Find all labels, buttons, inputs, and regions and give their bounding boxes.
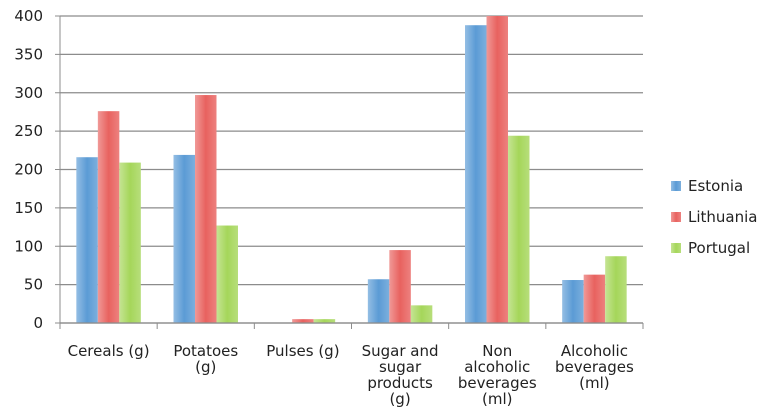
bar-estonia-4 xyxy=(465,25,487,324)
legend-label-lithuania: Lithuania xyxy=(688,208,757,226)
legend-swatch-lithuania xyxy=(671,212,681,222)
bar-estonia-5 xyxy=(562,280,584,323)
bar-estonia-1 xyxy=(173,154,195,323)
y-tick-label: 300 xyxy=(14,84,43,102)
bar-lithuania-4 xyxy=(486,16,508,323)
x-category-label: Pulses (g) xyxy=(266,342,339,360)
bar-estonia-0 xyxy=(76,157,98,323)
bar-lithuania-0 xyxy=(97,111,120,323)
y-tick-label: 350 xyxy=(14,45,43,63)
y-tick-label: 400 xyxy=(14,7,43,25)
legend: Estonia Lithuania Portugal xyxy=(671,177,757,257)
bar-portugal-0 xyxy=(119,162,141,323)
bar-portugal-4 xyxy=(508,135,530,323)
x-category-label: Sugar and sugar products (g) xyxy=(362,342,439,408)
bar-estonia-3 xyxy=(367,279,390,323)
x-axis-category-labels: Cereals (g) Potatoes (g) Pulses (g) Sugar an… xyxy=(68,342,634,408)
legend-label-portugal: Portugal xyxy=(688,239,750,257)
bar-portugal-5 xyxy=(605,256,627,323)
bars xyxy=(76,16,627,324)
y-axis-tick-labels: 0 50 100 150 200 250 300 350 400 xyxy=(14,7,43,332)
legend-swatch-portugal xyxy=(671,243,681,253)
y-tick-label: 150 xyxy=(14,199,43,217)
y-tick-label: 250 xyxy=(14,122,43,140)
y-tick-label: 0 xyxy=(33,314,43,332)
x-category-label: Alcoholic beverages (ml) xyxy=(555,342,634,392)
gridlines xyxy=(55,15,644,329)
y-tick-label: 50 xyxy=(24,276,43,294)
bar-portugal-1 xyxy=(216,225,238,323)
legend-swatch-estonia xyxy=(671,181,681,191)
bar-lithuania-2 xyxy=(292,319,314,323)
bar-lithuania-3 xyxy=(389,250,411,323)
x-category-label: Non alcoholic beverages (ml) xyxy=(458,342,537,408)
legend-label-estonia: Estonia xyxy=(688,177,743,195)
y-tick-label: 200 xyxy=(14,161,43,179)
bar-lithuania-5 xyxy=(583,274,606,323)
bar-portugal-3 xyxy=(410,305,433,323)
x-category-label: Potatoes (g) xyxy=(173,342,238,376)
bar-lithuania-1 xyxy=(195,95,217,324)
bar-portugal-2 xyxy=(313,319,336,323)
y-tick-label: 100 xyxy=(14,237,43,255)
x-category-label: Cereals (g) xyxy=(68,342,150,360)
